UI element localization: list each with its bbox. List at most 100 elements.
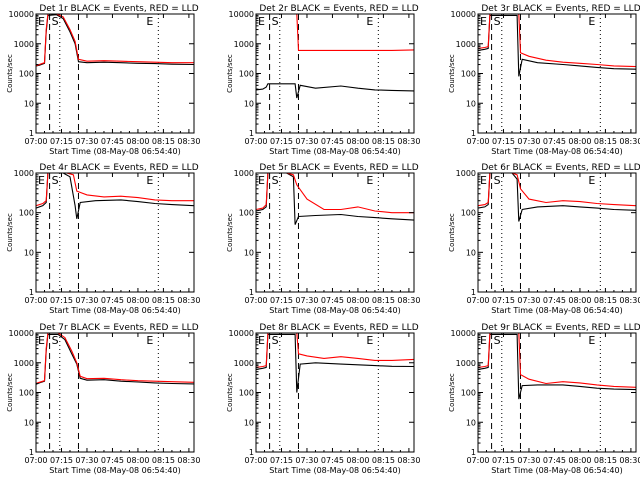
x-tick-label: 08:30: [397, 456, 420, 465]
series-line-black: [256, 333, 414, 393]
x-tick-label: 07:45: [101, 456, 124, 465]
plot-frame: [35, 172, 195, 293]
x-axis-label: Start Time (08-May-08 06:54:40): [269, 147, 400, 156]
event-marker-end: E: [366, 174, 373, 187]
x-tick-label: 08:00: [346, 456, 369, 465]
x-tick-label: 07:45: [321, 137, 344, 146]
x-axis-label: Start Time (08-May-08 06:54:40): [269, 306, 400, 315]
x-tick-label: 07:45: [321, 296, 344, 305]
x-tick-label: 08:30: [619, 456, 640, 465]
plot-area: [256, 333, 414, 452]
x-axis-label: Start Time (08-May-08 06:54:40): [491, 466, 622, 475]
x-tick-label: 07:00: [244, 456, 267, 465]
chart-title: Det 2r BLACK = Events, RED = LLD: [259, 4, 418, 14]
y-axis-label: Counts/sec: [6, 373, 14, 412]
x-tick-label: 08:00: [126, 137, 149, 146]
x-tick-label: 08:00: [126, 296, 149, 305]
series-line-black: [478, 14, 636, 77]
y-tick-label: 1000: [234, 169, 254, 178]
y-tick-label: 100: [239, 209, 254, 218]
x-tick-label: 07:00: [244, 137, 267, 146]
y-tick-label: 1: [471, 129, 476, 138]
x-axis-label: Start Time (08-May-08 06:54:40): [269, 466, 400, 475]
x-tick-label: 08:30: [619, 296, 640, 305]
chart-title: Det 3r BLACK = Events, RED = LLD: [481, 4, 640, 14]
plot-area: [256, 14, 414, 133]
y-axis-label: Counts/sec: [448, 213, 456, 252]
x-tick-label: 07:45: [543, 456, 566, 465]
event-marker-e: E: [480, 174, 487, 187]
y-axis-label: Counts/sec: [6, 54, 14, 93]
x-axis-label: Start Time (08-May-08 06:54:40): [49, 466, 180, 475]
plot-area: [478, 333, 636, 452]
x-tick-label: 08:30: [177, 296, 200, 305]
y-tick-label: 1000: [456, 359, 476, 368]
y-tick-label: 100: [19, 209, 34, 218]
y-tick-label: 100: [19, 389, 34, 398]
x-tick-label: 07:00: [24, 137, 47, 146]
y-tick-label: 10: [24, 248, 34, 257]
y-tick-label: 10: [24, 418, 34, 427]
x-axis-label: Start Time (08-May-08 06:54:40): [491, 147, 622, 156]
y-tick-label: 100: [461, 70, 476, 79]
y-tick-label: 100: [461, 389, 476, 398]
series-line-red: [478, 333, 636, 388]
x-tick-label: 07:15: [492, 296, 515, 305]
y-tick-label: 10: [244, 418, 254, 427]
event-marker-e: E: [480, 15, 487, 28]
x-tick-label: 08:30: [397, 296, 420, 305]
plot-area: [478, 173, 636, 292]
x-tick-label: 07:15: [50, 296, 73, 305]
plot-area: [256, 173, 414, 292]
x-tick-label: 08:00: [568, 456, 591, 465]
chart-title: Det 7r BLACK = Events, RED = LLD: [39, 323, 198, 333]
y-tick-label: 1: [249, 288, 254, 297]
chart-panel-8: Det 8r BLACK = Events, RED = LLD 07:00 07:…: [226, 323, 420, 475]
y-axis-label: Counts/sec: [6, 213, 14, 252]
series-line-red: [36, 173, 194, 207]
x-tick-label: 07:30: [75, 456, 98, 465]
plot-frame: [255, 13, 415, 134]
y-tick-label: 10000: [9, 10, 34, 19]
series-line-red: [478, 14, 636, 68]
x-tick-label: 08:15: [594, 296, 617, 305]
event-marker-e: E: [258, 334, 265, 347]
event-marker-s: S: [272, 334, 279, 347]
plot-frame: [477, 13, 637, 134]
y-tick-label: 100: [19, 70, 34, 79]
plot-area: [478, 14, 636, 133]
y-tick-label: 10: [466, 99, 476, 108]
y-axis-label: Counts/sec: [226, 54, 234, 93]
x-tick-label: 08:15: [372, 137, 395, 146]
event-marker-end: E: [588, 174, 595, 187]
x-tick-label: 08:30: [177, 137, 200, 146]
x-tick-label: 07:00: [244, 296, 267, 305]
series-line-red: [256, 14, 414, 51]
chart-title: Det 1r BLACK = Events, RED = LLD: [39, 4, 198, 14]
x-tick-label: 07:30: [295, 296, 318, 305]
x-axis-label: Start Time (08-May-08 06:54:40): [49, 147, 180, 156]
event-marker-e: E: [258, 174, 265, 187]
chart-title: Det 8r BLACK = Events, RED = LLD: [259, 323, 418, 333]
x-tick-label: 08:30: [619, 137, 640, 146]
y-tick-label: 10000: [451, 329, 476, 338]
x-axis-label: Start Time (08-May-08 06:54:40): [491, 306, 622, 315]
y-tick-label: 10: [466, 248, 476, 257]
y-tick-label: 10: [24, 99, 34, 108]
plot-frame: [255, 172, 415, 293]
x-tick-label: 07:45: [101, 296, 124, 305]
event-marker-s: S: [272, 174, 279, 187]
x-tick-label: 07:30: [295, 456, 318, 465]
event-marker-end: E: [588, 15, 595, 28]
event-marker-e: E: [38, 334, 45, 347]
event-marker-end: E: [366, 334, 373, 347]
x-tick-label: 07:00: [466, 137, 489, 146]
chart-title: Det 4r BLACK = Events, RED = LLD: [39, 163, 198, 173]
y-tick-label: 1000: [456, 169, 476, 178]
y-tick-label: 1000: [14, 40, 34, 49]
y-tick-label: 1: [249, 129, 254, 138]
event-marker-s: S: [494, 15, 501, 28]
